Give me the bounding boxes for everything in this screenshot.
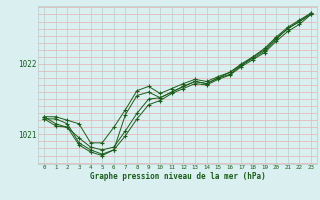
X-axis label: Graphe pression niveau de la mer (hPa): Graphe pression niveau de la mer (hPa) bbox=[90, 172, 266, 181]
